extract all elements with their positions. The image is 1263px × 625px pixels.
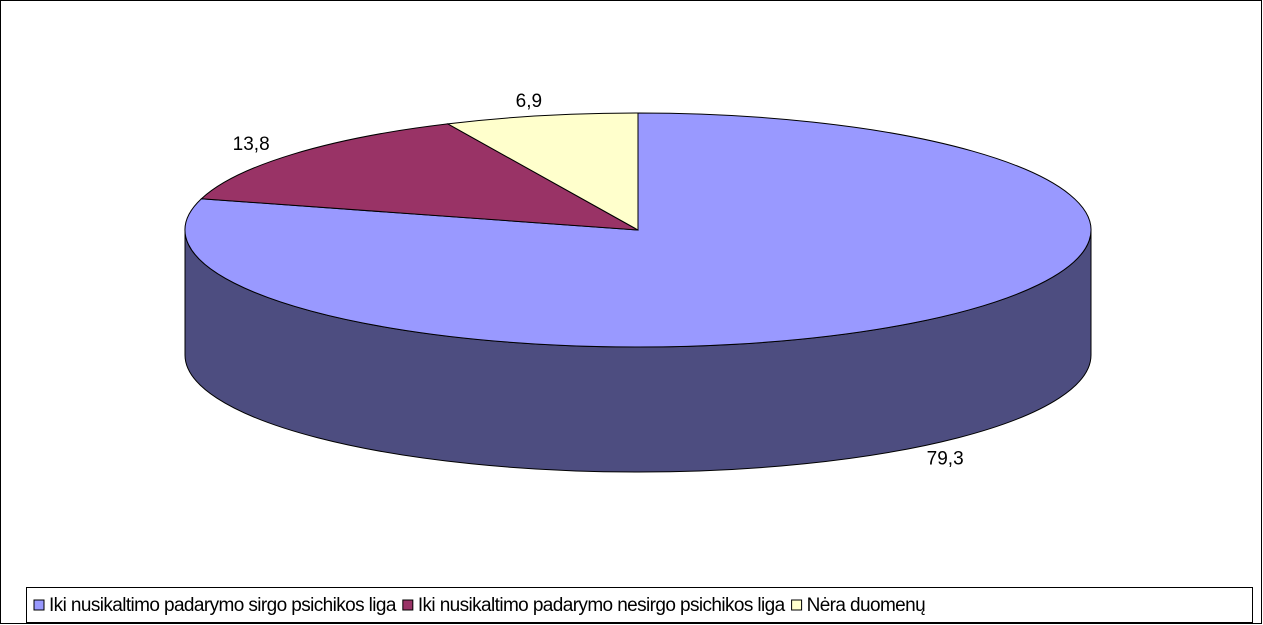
data-label: 79,3: [927, 448, 964, 469]
legend-label: Nėra duomenų: [807, 595, 926, 616]
legend-label: Iki nusikaltimo padarymo sirgo psichikos…: [49, 595, 397, 616]
legend-swatch: [791, 599, 803, 611]
pie-slice: [200, 123, 639, 231]
legend-label: Iki nusikaltimo padarymo nesirgo psichik…: [418, 595, 786, 616]
pie-slice: [446, 112, 639, 231]
legend-box: [26, 587, 1253, 623]
data-label: 6,9: [516, 91, 542, 112]
legend-swatch: [402, 599, 414, 611]
legend-swatch: [33, 599, 45, 611]
pie-slice: [184, 112, 1092, 348]
data-label: 13,8: [233, 134, 270, 155]
